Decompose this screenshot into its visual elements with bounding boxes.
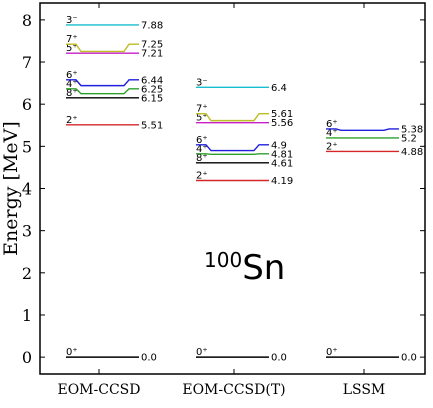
level-value-1-3minus: 6.4 [271, 83, 287, 94]
level-1-6plus [196, 144, 269, 152]
level-value-0-2plus: 5.51 [141, 120, 163, 131]
level-label-0-2plus: 2⁺ [66, 115, 78, 126]
level-label-1-2plus: 2⁺ [196, 170, 208, 181]
level-value-0-5plus: 7.21 [141, 49, 163, 60]
level-value-0-3minus: 7.88 [141, 20, 163, 31]
level-2-6plus [326, 128, 399, 132]
level-value-0-8plus: 6.15 [141, 93, 163, 104]
level-label-1-8plus: 8⁺ [196, 153, 208, 164]
mass-number: 100 [204, 248, 242, 272]
level-0-4plus [66, 88, 139, 95]
level-value-1-8plus: 4.61 [271, 158, 293, 169]
level-label-1-7plus: 7⁺ [196, 104, 208, 115]
level-value-0-0plus: 0.0 [141, 353, 157, 364]
level-value-0-6plus: 6.44 [141, 75, 163, 86]
y-tick-label-8: 8 [22, 11, 32, 30]
level-value-1-5plus: 5.56 [271, 118, 293, 129]
level-value-1-2plus: 4.19 [271, 176, 293, 187]
level-value-2-2plus: 4.88 [401, 147, 423, 158]
level-label-0-4plus: 4⁺ [66, 79, 78, 90]
level-value-2-6plus: 5.38 [401, 124, 423, 135]
level-label-2-4plus: 4⁺ [326, 128, 338, 139]
y-tick-label-6: 6 [22, 95, 32, 114]
level-label-1-6plus: 6⁺ [196, 135, 208, 146]
level-value-0-7plus: 7.25 [141, 40, 163, 51]
category-label-2: LSSM [343, 382, 386, 398]
level-label-1-4plus: 4⁺ [196, 144, 208, 155]
y-tick-label-2: 2 [22, 264, 32, 283]
y-tick-label-4: 4 [22, 180, 32, 199]
category-label-1: EOM-CCSD(T) [182, 382, 285, 398]
level-0-6plus [66, 79, 139, 87]
y-tick-label-1: 1 [22, 306, 32, 325]
level-1-7plus [196, 113, 269, 122]
plot-frame [39, 2, 426, 375]
level-label-2-0plus: 0⁺ [326, 347, 338, 358]
level-value-1-6plus: 4.9 [271, 140, 287, 151]
level-value-1-7plus: 5.61 [271, 109, 293, 120]
level-label-2-2plus: 2⁺ [326, 141, 338, 152]
y-axis-label: Energy [MeV] [0, 121, 22, 256]
category-label-0: EOM-CCSD [57, 382, 140, 398]
y-tick-label-0: 0 [22, 348, 32, 367]
y-tick-label-3: 3 [22, 222, 32, 241]
level-value-1-4plus: 4.81 [271, 149, 293, 160]
level-value-1-0plus: 0.0 [271, 353, 287, 364]
level-label-0-7plus: 7⁺ [66, 34, 78, 45]
level-value-2-0plus: 0.0 [401, 353, 417, 364]
level-label-0-0plus: 0⁺ [66, 347, 78, 358]
level-label-1-3minus: 3⁻ [196, 77, 208, 88]
level-label-0-8plus: 8⁺ [66, 88, 78, 99]
y-tick-label-7: 7 [22, 53, 32, 72]
level-0-7plus [66, 43, 139, 53]
y-tick-label-5: 5 [22, 137, 32, 156]
level-label-0-5plus: 5⁺ [66, 43, 78, 54]
level-value-0-4plus: 6.25 [141, 84, 163, 95]
level-label-1-5plus: 5⁺ [196, 113, 208, 124]
level-label-1-0plus: 0⁺ [196, 347, 208, 358]
level-value-2-4plus: 5.2 [401, 133, 417, 144]
nucleus-annotation: 100Sn [204, 248, 285, 288]
level-1-4plus [196, 153, 269, 156]
element-symbol: Sn [242, 248, 285, 288]
level-label-0-6plus: 6⁺ [66, 70, 78, 81]
level-label-2-6plus: 6⁺ [326, 119, 338, 130]
level-label-0-3minus: 3⁻ [66, 15, 78, 26]
